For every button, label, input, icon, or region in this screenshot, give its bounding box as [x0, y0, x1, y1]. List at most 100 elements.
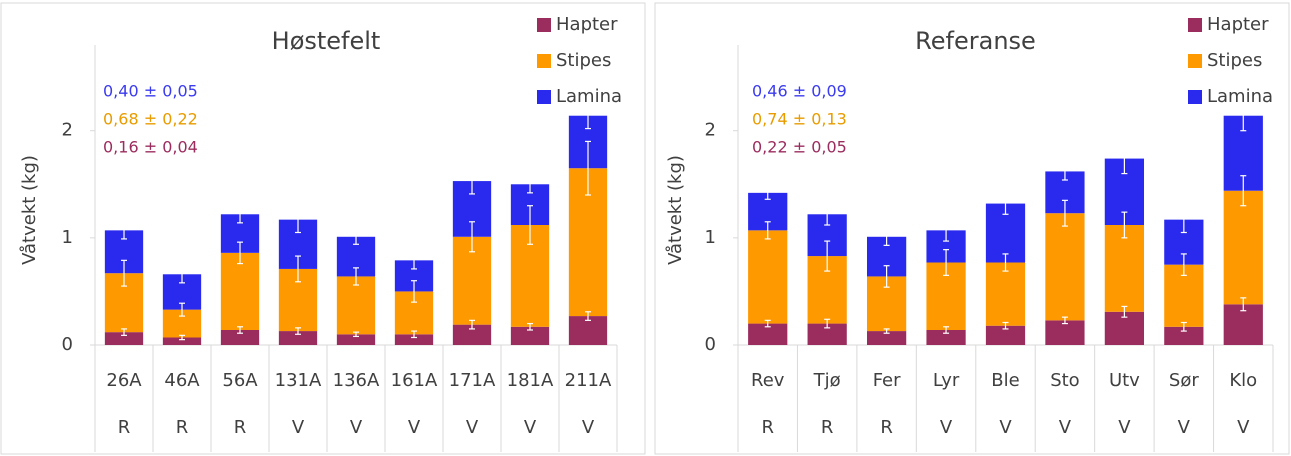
group-label: V: [524, 417, 537, 438]
bar-segment: [866, 331, 907, 345]
group-label: V: [999, 417, 1012, 438]
chart-title: Høstefelt: [272, 27, 381, 55]
error-bar: [1061, 162, 1068, 181]
error-bar: [824, 318, 831, 329]
x-tick-label: Sør: [1169, 370, 1199, 391]
bar-segment: [336, 276, 376, 335]
error-bar: [1240, 297, 1247, 312]
x-tick-label: Klo: [1229, 370, 1257, 391]
bar-segment: [926, 330, 966, 345]
group-label: V: [466, 417, 479, 438]
x-tick-label: Fer: [873, 370, 901, 391]
bar-segment: [220, 252, 260, 330]
x-tick-label: 131A: [275, 370, 322, 391]
error-bar: [469, 221, 475, 253]
error-bar: [1180, 321, 1187, 332]
error-bar: [469, 319, 475, 330]
x-tick-label: Ble: [991, 370, 1019, 391]
error-bar: [411, 280, 417, 303]
error-bar: [883, 265, 890, 288]
error-bar: [527, 175, 533, 194]
bar-segment: [985, 262, 1026, 326]
error-bar: [295, 255, 301, 283]
bar-segment: [1045, 213, 1085, 321]
group-label: R: [118, 417, 131, 438]
group-label: V: [292, 417, 305, 438]
error-bar: [527, 322, 533, 331]
error-bar: [1061, 316, 1068, 325]
group-label: R: [880, 417, 893, 438]
bar-segment: [748, 230, 788, 324]
bar-segment: [162, 337, 202, 345]
group-label: V: [350, 417, 363, 438]
legend-label: Lamina: [1207, 86, 1273, 107]
error-bar: [824, 240, 831, 272]
error-bar: [943, 326, 950, 334]
group-label: V: [408, 417, 421, 438]
error-bar: [764, 319, 771, 328]
legend-label: Lamina: [556, 86, 622, 107]
error-bar: [764, 185, 771, 200]
error-bar: [764, 221, 771, 240]
x-tick-label: Tjø: [813, 370, 841, 391]
bar-segment: [748, 323, 788, 345]
bar-segment: [394, 334, 434, 345]
y-axis-label: Våtvekt (kg): [19, 155, 40, 265]
x-tick-label: 181A: [507, 370, 554, 391]
bar-segment: [220, 330, 260, 345]
y-tick-label: 1: [705, 227, 716, 248]
legend-swatch: [537, 90, 551, 104]
error-bar: [883, 328, 890, 334]
bar-segment: [278, 331, 318, 345]
error-bar: [527, 205, 533, 245]
y-tick-label: 2: [705, 120, 716, 141]
x-tick-label: 56A: [222, 370, 258, 391]
legend-label: Stipes: [556, 50, 611, 71]
error-bar: [1240, 175, 1247, 207]
legend-swatch: [537, 18, 551, 32]
error-bar: [883, 227, 890, 246]
error-bar: [1121, 142, 1128, 175]
x-tick-label: Rev: [751, 370, 785, 391]
error-bar: [179, 265, 185, 284]
bar-segment: [807, 323, 847, 345]
x-tick-label: 46A: [164, 370, 200, 391]
bar-segment: [1164, 326, 1204, 345]
group-label: R: [761, 417, 774, 438]
error-bar: [585, 102, 591, 130]
y-tick-label: 0: [705, 334, 716, 355]
x-tick-label: 26A: [106, 370, 142, 391]
error-bar: [585, 140, 591, 196]
error-bar: [121, 221, 127, 240]
annotation: 0,22 ± 0,05: [752, 138, 847, 157]
group-label: R: [821, 417, 834, 438]
x-tick-label: 211A: [565, 370, 612, 391]
error-bar: [237, 241, 243, 265]
error-bar: [1121, 211, 1128, 239]
legend-label: Stipes: [1207, 50, 1262, 71]
y-tick-label: 1: [62, 227, 73, 248]
bar-segment: [510, 326, 550, 345]
error-bar: [1061, 199, 1068, 227]
legend-swatch: [537, 54, 551, 68]
group-label: R: [234, 417, 247, 438]
x-tick-label: Utv: [1109, 370, 1140, 391]
error-bar: [353, 331, 359, 338]
group-label: V: [582, 417, 595, 438]
bar-segment: [1045, 320, 1085, 345]
error-bar: [295, 206, 301, 234]
y-tick-label: 0: [62, 334, 73, 355]
error-bar: [237, 326, 243, 334]
x-tick-label: Sto: [1050, 370, 1080, 391]
annotation: 0,74 ± 0,13: [752, 110, 847, 129]
error-bar: [411, 330, 417, 339]
error-bar: [179, 302, 185, 317]
error-bar: [353, 267, 359, 286]
error-bar: [295, 327, 301, 335]
error-bar: [1002, 253, 1009, 272]
group-label: V: [1118, 417, 1131, 438]
group-label: V: [940, 417, 953, 438]
chart-title: Referanse: [915, 27, 1036, 55]
legend-swatch: [1188, 18, 1202, 32]
